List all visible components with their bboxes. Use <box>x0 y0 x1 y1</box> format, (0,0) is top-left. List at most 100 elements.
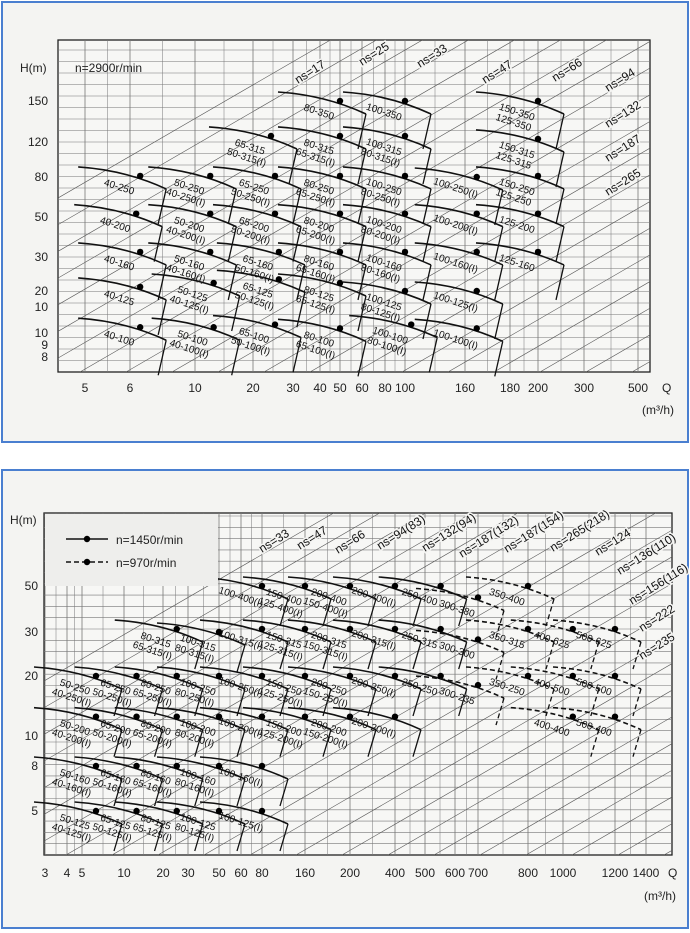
duty-point <box>173 713 180 720</box>
pump-boundary <box>279 688 289 717</box>
duty-point <box>133 713 140 720</box>
duty-point <box>215 807 223 815</box>
x-tick-label: 4 <box>64 866 71 880</box>
duty-point <box>473 173 480 181</box>
x-tick-label: 50 <box>212 866 226 880</box>
pump-curve <box>216 242 306 266</box>
duty-point <box>569 625 577 633</box>
duty-point <box>173 807 180 815</box>
duty-point <box>267 132 275 140</box>
pump-boundary <box>357 148 367 185</box>
pump-boundary <box>632 641 642 670</box>
pump-boundary <box>194 688 204 717</box>
y-tick-label: 30 <box>35 250 49 264</box>
duty-point <box>534 135 542 143</box>
pump-curve <box>342 242 432 266</box>
pump-boundary <box>322 729 332 757</box>
duty-point <box>473 210 480 217</box>
x-tick-label: 160 <box>295 866 315 880</box>
pump-boundary <box>458 641 468 670</box>
pump-curve <box>74 666 163 690</box>
x-tick-label: 50 <box>333 381 347 395</box>
pump-curve <box>114 706 204 731</box>
pump-curve <box>277 126 367 150</box>
x-tick-label: 6 <box>127 381 134 395</box>
x-tick-label: 800 <box>518 866 538 880</box>
duty-point <box>346 582 354 590</box>
pump-curve <box>277 318 367 343</box>
chart-panel-1: 5 6 10 20 30 40 50 60 80 100 160 180 200 300 500150120… <box>1 1 689 443</box>
pump-boundary <box>227 264 237 301</box>
duty-point <box>136 248 144 256</box>
pump-curve <box>277 91 367 115</box>
duty-point <box>92 713 100 720</box>
duty-point <box>215 762 223 770</box>
y-tick-label: 20 <box>35 284 49 298</box>
ns-line <box>111 529 672 855</box>
pump-boundary <box>458 688 468 717</box>
duty-point <box>301 672 309 680</box>
ns-line <box>341 663 672 855</box>
x-tick-label: 60 <box>355 381 369 395</box>
duty-point <box>133 210 140 217</box>
pump-boundary <box>367 641 377 670</box>
chart-panel-2: 3 4 5 10 20 30 50 60 80 160 200 400 500 600 700 800 1000… <box>1 469 690 929</box>
duty-point <box>92 672 100 680</box>
ns-line <box>44 513 472 762</box>
duty-point <box>534 248 542 256</box>
pump-curve <box>156 666 246 690</box>
duty-point <box>301 713 309 720</box>
x-tick-label: 100 <box>395 381 415 395</box>
pump-curve <box>552 666 642 690</box>
pump-curve <box>114 756 204 780</box>
pump-curve <box>415 587 505 612</box>
y-axis-label: H(m) <box>20 61 47 75</box>
x-tick-label: 10 <box>188 381 202 395</box>
pump-curve <box>78 166 167 190</box>
duty-point <box>215 672 223 680</box>
ns-line <box>295 636 672 855</box>
ns-line <box>203 583 672 855</box>
pump-curve <box>199 801 289 825</box>
ns-line <box>539 307 650 372</box>
x-tick-label: 200 <box>528 381 548 395</box>
pump-curve <box>277 242 367 266</box>
ns-line <box>525 769 672 855</box>
pump-curve <box>414 242 504 266</box>
ns-line <box>44 513 564 815</box>
pump-curve <box>342 91 432 115</box>
duty-point <box>136 172 144 180</box>
duty-point <box>336 132 344 140</box>
pump-curve <box>510 666 600 690</box>
ns-line <box>157 556 672 855</box>
pump-curve <box>148 203 237 228</box>
duty-point <box>391 713 399 720</box>
duty-point <box>473 248 480 256</box>
x-axis-unit: (m³/h) <box>642 403 674 417</box>
ns-line <box>44 513 610 842</box>
duty-point <box>346 625 354 633</box>
pump-curve <box>342 126 432 150</box>
pump-boundary <box>357 341 367 377</box>
pump-curve <box>465 666 555 690</box>
duty-point <box>401 287 409 295</box>
duty-point <box>336 210 344 217</box>
pump-curve <box>378 666 468 690</box>
duty-point <box>271 321 279 328</box>
pump-boundary <box>357 264 367 301</box>
pump-curve <box>199 756 289 780</box>
x-tick-label: 40 <box>313 381 327 395</box>
pump-boundary <box>288 148 298 185</box>
y-tick-label: 50 <box>35 210 49 224</box>
pump-curve <box>151 273 241 297</box>
pump-boundary <box>590 729 600 757</box>
pump-curve <box>415 675 505 699</box>
x-tick-label: 30 <box>286 381 300 395</box>
ns-line <box>433 716 672 855</box>
pump-boundary <box>157 264 167 301</box>
pump-curve <box>156 801 246 825</box>
pump-boundary <box>153 778 164 807</box>
pump-curve <box>148 242 237 266</box>
pump-curve <box>465 619 555 643</box>
pump-boundary <box>279 778 289 807</box>
